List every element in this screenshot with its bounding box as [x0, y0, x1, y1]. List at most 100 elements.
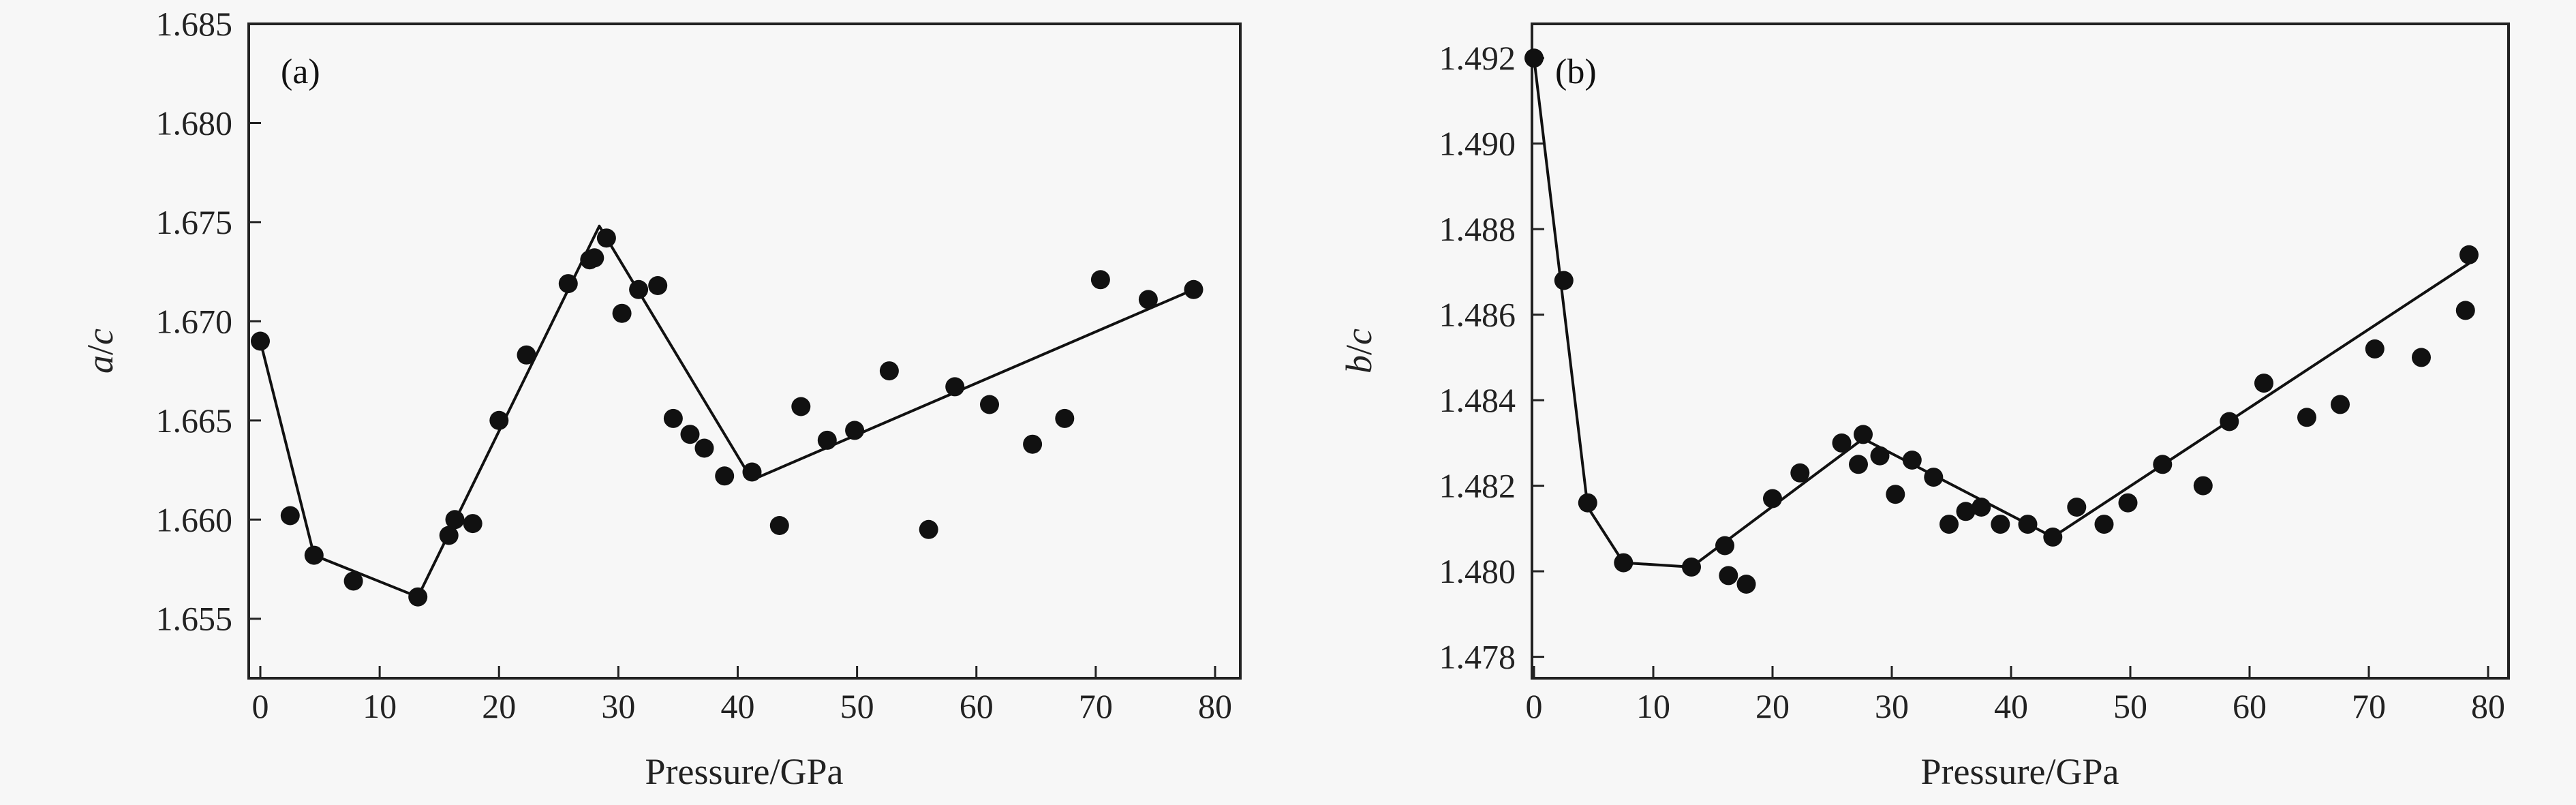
- x-ticks-a: 0 10 20 30 40 50 60 70 80: [252, 666, 1232, 725]
- y-axis-title-b-part1: b: [1338, 355, 1379, 374]
- data-point-a: [817, 430, 837, 450]
- y-tick-label-b: 1.492: [1439, 39, 1516, 77]
- panel-label-a: (a): [281, 52, 320, 91]
- data-point-b: [1924, 468, 1944, 487]
- y-tick-label-b: 1.482: [1439, 467, 1516, 505]
- data-point-b: [2193, 476, 2213, 496]
- fit-line-a: [259, 224, 1195, 598]
- y-tick-label-b: 1.488: [1439, 210, 1516, 248]
- data-point-a: [304, 545, 324, 565]
- data-point-a: [463, 514, 482, 534]
- data-point-b: [1849, 455, 1868, 474]
- data-point-a: [879, 361, 899, 381]
- y-axis-title-a-part1: a: [80, 355, 121, 374]
- x-tick-label-a: 0: [252, 687, 269, 725]
- plot-frame-a: [247, 22, 1242, 680]
- data-point-b: [1886, 485, 1905, 504]
- y-ticks-a: 1.655 1.660 1.665 1.670 1.675 1.680 1.685: [156, 5, 261, 638]
- data-point-a: [1090, 270, 1110, 290]
- data-point-a: [585, 248, 604, 268]
- fit-line-b: [1533, 57, 2470, 568]
- x-tick-label-b: 80: [2471, 687, 2505, 725]
- data-point-b: [1991, 515, 2010, 534]
- y-tick-label-b: 1.486: [1439, 296, 1516, 334]
- data-point-a: [445, 510, 465, 530]
- y-tick-label-b: 1.478: [1439, 638, 1516, 676]
- data-point-a: [558, 274, 578, 294]
- data-point-b: [1614, 553, 1634, 573]
- data-point-b: [2118, 493, 2138, 513]
- data-point-a: [769, 516, 789, 535]
- x-tick-label-b: 30: [1875, 687, 1909, 725]
- x-tick-label-a: 20: [482, 687, 516, 725]
- data-point-b: [1682, 557, 1701, 577]
- data-points-a: [251, 228, 1203, 607]
- data-point-a: [648, 276, 668, 295]
- data-point-a: [845, 421, 865, 440]
- y-ticks-b: 1.478 1.480 1.482 1.484 1.486 1.488 1.490 1.492: [1439, 39, 1544, 676]
- data-point-a: [251, 331, 270, 351]
- data-point-b: [2455, 301, 2475, 320]
- data-point-a: [680, 425, 700, 444]
- x-tick-label-b: 40: [1994, 687, 2028, 725]
- y-tick-label-a: 1.655: [156, 600, 233, 638]
- y-tick-label-a: 1.665: [156, 401, 233, 440]
- y-tick-label-a: 1.660: [156, 500, 233, 538]
- data-point-b: [2153, 455, 2173, 474]
- data-point-b: [2067, 498, 2087, 517]
- y-tick-label-a: 1.685: [156, 5, 233, 43]
- data-point-a: [517, 345, 536, 365]
- data-point-a: [408, 587, 428, 607]
- data-point-a: [663, 408, 683, 428]
- data-point-a: [1023, 434, 1043, 454]
- data-point-b: [1524, 48, 1544, 68]
- data-point-b: [2365, 339, 2385, 359]
- y-axis-title-a-part2: c: [80, 329, 121, 345]
- x-tick-label-a: 80: [1198, 687, 1232, 725]
- x-tick-label-a: 50: [840, 687, 874, 725]
- data-point-b: [1956, 502, 1976, 521]
- x-tick-label-b: 50: [2113, 687, 2147, 725]
- data-point-b: [2254, 374, 2273, 393]
- data-point-a: [439, 526, 459, 545]
- x-axis-title-b: Pressure/GPa: [1921, 751, 2119, 792]
- fit-line-path-a: [259, 224, 1195, 598]
- data-point-a: [343, 571, 363, 591]
- data-point-a: [919, 519, 938, 539]
- plot-frame-b: [1531, 22, 2510, 680]
- y-tick-label-b: 1.480: [1439, 552, 1516, 590]
- y-axis-title-b-part2: c: [1338, 329, 1379, 345]
- panel-a: 0 10 20 30 40 50 60 70 80 1.6551.6601.6651.6701.…: [80, 5, 1242, 792]
- fit-line-path-b: [1533, 57, 2470, 568]
- y-axis-title-b: b/c: [1338, 329, 1379, 374]
- data-point-b: [2297, 408, 2316, 427]
- x-axis-title-a: Pressure/GPa: [645, 751, 844, 792]
- x-tick-label-a: 60: [960, 687, 994, 725]
- y-tick-label-a: 1.675: [156, 203, 233, 241]
- data-point-b: [1719, 566, 1738, 586]
- data-point-b: [2043, 527, 2063, 547]
- data-point-b: [1939, 515, 1959, 534]
- data-point-b: [1902, 451, 1922, 470]
- y-axis-title-a-sep: /: [80, 345, 121, 355]
- data-point-a: [742, 462, 762, 482]
- data-point-b: [2220, 412, 2239, 431]
- y-axis-title-b-sep: /: [1338, 345, 1379, 355]
- data-point-a: [489, 410, 509, 430]
- data-point-a: [791, 397, 811, 416]
- panel-b: 0 10 20 30 40 50 60 70 80 1.4781.4801.4821.4841.…: [1338, 22, 2510, 792]
- y-axis-title-a: a/c: [80, 329, 121, 374]
- x-tick-label-a: 70: [1079, 687, 1113, 725]
- data-point-b: [1715, 536, 1734, 556]
- panel-label-b: (b): [1555, 52, 1597, 91]
- data-point-b: [1578, 493, 1597, 513]
- x-tick-label-a: 30: [601, 687, 635, 725]
- data-point-a: [980, 395, 999, 414]
- data-point-a: [596, 228, 616, 248]
- data-point-a: [612, 303, 632, 323]
- data-points-b: [1524, 48, 2479, 594]
- data-point-a: [715, 466, 735, 486]
- data-point-a: [1055, 408, 1075, 428]
- data-point-b: [1870, 446, 1890, 466]
